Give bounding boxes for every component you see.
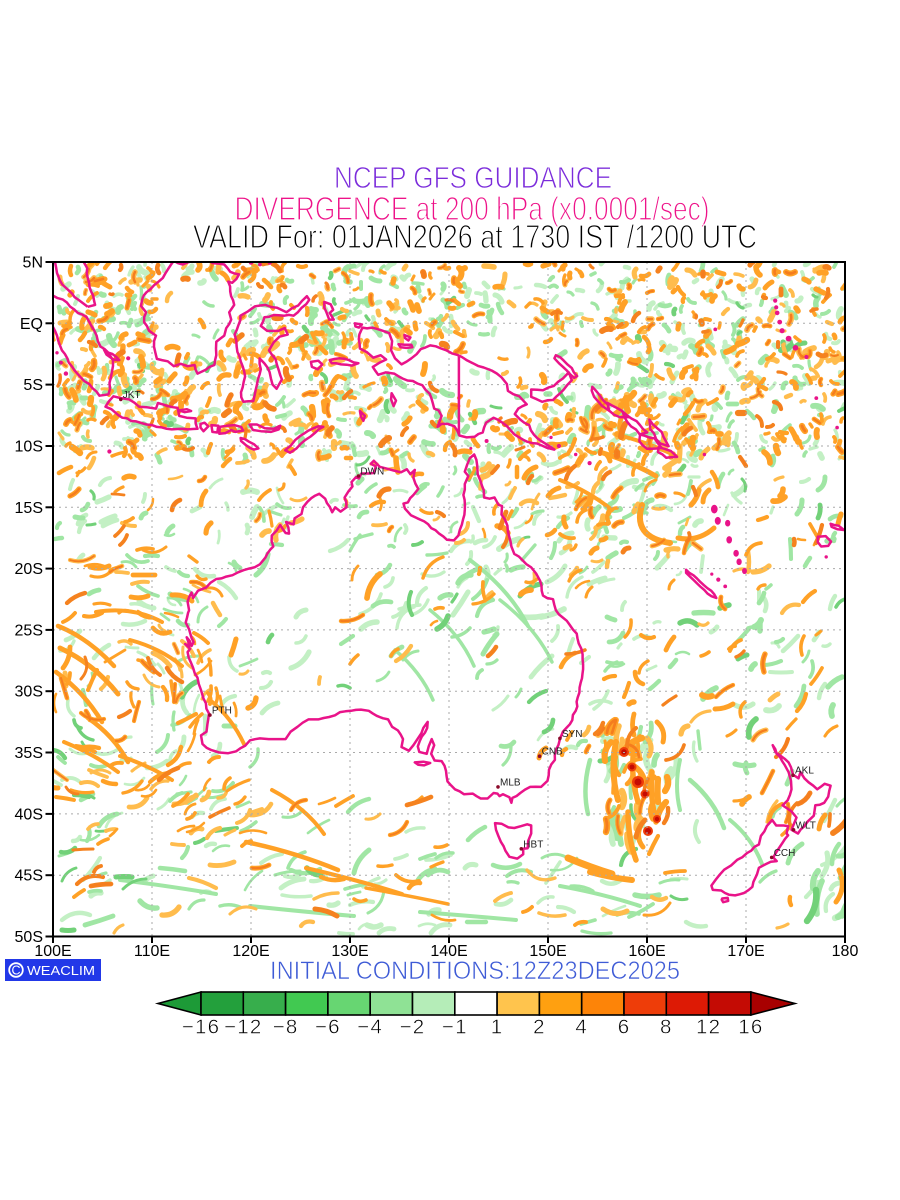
svg-text:50S: 50S: [15, 929, 43, 946]
svg-text:10S: 10S: [15, 439, 43, 456]
svg-text:DWN: DWN: [360, 467, 384, 478]
svg-text:PTH: PTH: [212, 706, 232, 717]
svg-text:−2: −2: [400, 1016, 426, 1039]
svg-text:VALID For: 01JAN2026 at 1730 I: VALID For: 01JAN2026 at 1730 IST /1200 U…: [193, 218, 757, 255]
svg-text:−12: −12: [224, 1016, 262, 1039]
svg-text:25S: 25S: [15, 622, 43, 639]
svg-text:110E: 110E: [134, 943, 170, 960]
svg-text:WLT: WLT: [796, 820, 816, 831]
svg-text:5S: 5S: [23, 377, 43, 394]
svg-text:1: 1: [491, 1016, 504, 1039]
svg-text:150E: 150E: [529, 943, 566, 960]
svg-text:2: 2: [533, 1016, 546, 1039]
svg-text:160E: 160E: [628, 943, 665, 960]
svg-text:DIVERGENCE at 200 hPa (x0.0001: DIVERGENCE at 200 hPa (x0.0001/sec): [235, 190, 710, 227]
svg-text:−8: −8: [273, 1016, 299, 1039]
svg-text:NCEP GFS GUIDANCE: NCEP GFS GUIDANCE: [334, 160, 612, 195]
svg-text:130E: 130E: [331, 943, 368, 960]
svg-text:12: 12: [696, 1016, 721, 1039]
svg-text:100E: 100E: [34, 943, 71, 960]
svg-text:6: 6: [618, 1016, 631, 1039]
svg-text:16: 16: [738, 1016, 763, 1039]
svg-text:SYN: SYN: [562, 729, 583, 740]
svg-text:4: 4: [575, 1016, 588, 1039]
svg-text:HBT: HBT: [523, 839, 543, 850]
svg-text:20S: 20S: [15, 561, 43, 578]
svg-text:INITIAL CONDITIONS:12Z23DEC202: INITIAL CONDITIONS:12Z23DEC2025: [270, 957, 680, 985]
svg-text:5N: 5N: [23, 255, 43, 272]
svg-text:120E: 120E: [232, 943, 269, 960]
svg-text:AKL: AKL: [795, 766, 814, 777]
svg-text:15S: 15S: [15, 500, 43, 517]
svg-text:35S: 35S: [15, 745, 43, 762]
svg-text:−1: −1: [442, 1016, 468, 1039]
svg-text:CNB: CNB: [542, 747, 563, 758]
svg-text:−4: −4: [357, 1016, 383, 1039]
svg-text:CCH: CCH: [774, 848, 796, 859]
svg-text:140E: 140E: [430, 943, 467, 960]
svg-text:WEACLIM: WEACLIM: [27, 963, 95, 978]
svg-text:45S: 45S: [15, 868, 43, 885]
svg-text:8: 8: [660, 1016, 673, 1039]
svg-text:170E: 170E: [727, 943, 764, 960]
svg-text:40S: 40S: [15, 806, 43, 823]
svg-text:EQ: EQ: [20, 316, 43, 333]
svg-text:180: 180: [832, 943, 859, 960]
svg-text:C: C: [11, 964, 20, 978]
svg-text:−16: −16: [182, 1016, 220, 1039]
svg-text:30S: 30S: [15, 684, 43, 701]
svg-text:JKT: JKT: [123, 390, 141, 401]
svg-text:MLB: MLB: [500, 777, 521, 788]
svg-text:−6: −6: [315, 1016, 341, 1039]
